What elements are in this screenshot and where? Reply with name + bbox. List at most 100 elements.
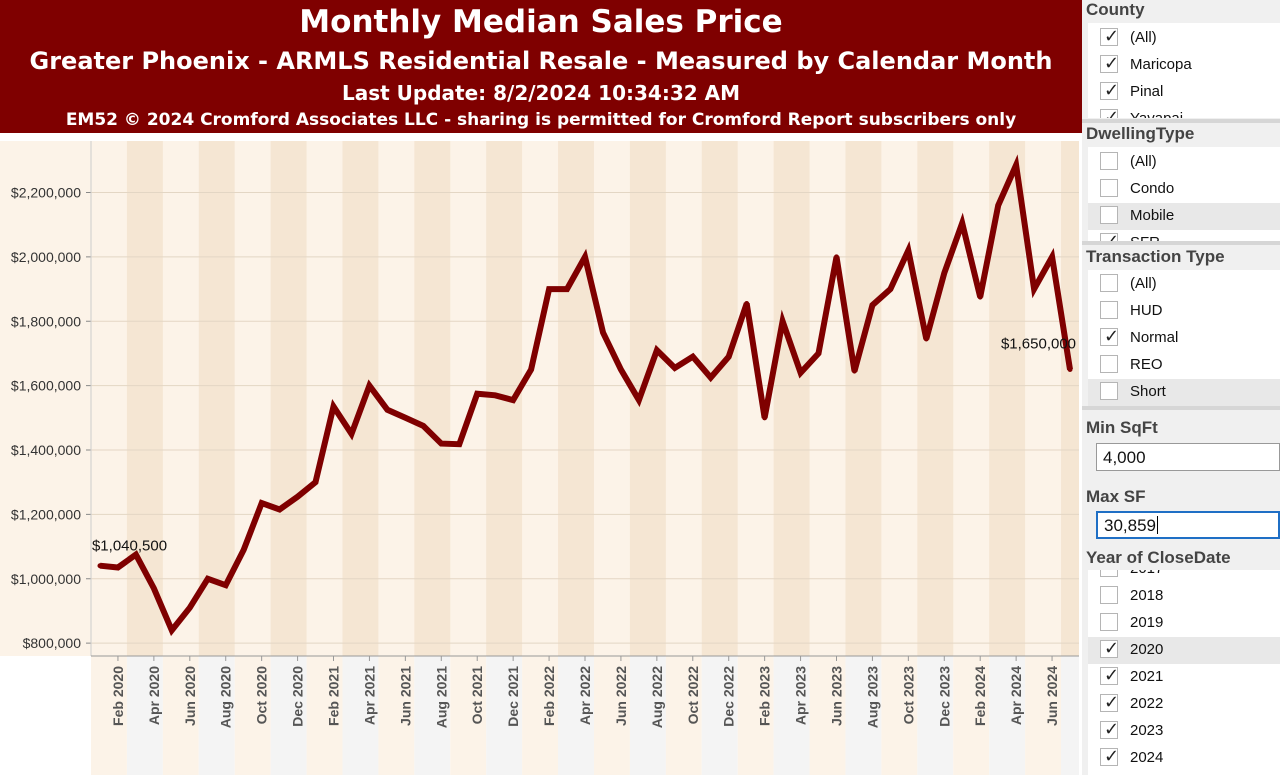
data-point	[726, 354, 732, 360]
axis-band	[845, 656, 882, 775]
max-sf-input[interactable]: 30,859	[1096, 511, 1280, 539]
option-label: 2023	[1130, 722, 1164, 739]
data-point	[438, 441, 444, 447]
checkbox[interactable]	[1100, 355, 1118, 373]
year-option[interactable]: ✓ 2021	[1088, 664, 1280, 691]
transaction-filter-title: Transaction Type	[1086, 247, 1225, 266]
last-update: Last Update: 8/2/2024 10:34:32 AM	[341, 81, 741, 105]
option-label: 2017	[1130, 570, 1163, 577]
dwelling-option[interactable]: ✓ SFR	[1088, 230, 1280, 241]
data-point	[636, 397, 642, 403]
axis-band	[450, 656, 487, 775]
checkbox[interactable]: ✓	[1100, 53, 1119, 73]
month-band	[701, 141, 738, 656]
month-band	[198, 141, 235, 656]
data-point	[1031, 286, 1037, 292]
year-option[interactable]: ✓ 2020	[1088, 637, 1280, 664]
data-point	[1013, 162, 1019, 168]
axis-band	[306, 656, 343, 775]
county-option[interactable]: ✓ Pinal	[1088, 79, 1280, 106]
checkbox[interactable]: ✓	[1100, 326, 1119, 346]
month-band	[270, 141, 307, 656]
y-tick-label: $2,200,000	[11, 185, 81, 201]
data-point	[366, 383, 372, 389]
min-sqft-input[interactable]: 4,000	[1096, 443, 1280, 471]
checkmark-icon: ✓	[1104, 107, 1120, 118]
transaction-option[interactable]: ✓ Normal	[1088, 325, 1280, 352]
dwelling-option[interactable]: Condo	[1088, 176, 1280, 203]
transaction-option[interactable]: (All)	[1088, 271, 1280, 298]
option-label: 2022	[1130, 695, 1164, 712]
x-tick-label: Jun 2021	[397, 666, 413, 726]
option-label: (All)	[1130, 29, 1157, 46]
checkbox[interactable]	[1100, 152, 1118, 170]
year-option[interactable]: ✓ 2022	[1088, 691, 1280, 718]
checkbox[interactable]	[1100, 570, 1118, 577]
county-filter-title: County	[1086, 0, 1145, 19]
data-point	[798, 370, 804, 376]
option-label: Condo	[1130, 180, 1175, 197]
data-point	[384, 407, 390, 413]
checkbox[interactable]: ✓	[1100, 80, 1119, 100]
data-point	[1067, 367, 1073, 373]
checkbox[interactable]	[1100, 206, 1118, 224]
data-point	[869, 302, 875, 308]
checkbox[interactable]: ✓	[1100, 231, 1119, 241]
year-option[interactable]: 2018	[1088, 583, 1280, 610]
dwelling-type-filter: (All) Condo Mobile ✓ SFR	[1088, 147, 1280, 241]
county-option[interactable]: ✓ Yavapai	[1088, 106, 1280, 118]
month-band	[845, 141, 882, 656]
checkbox[interactable]	[1100, 179, 1118, 197]
year-filter: 2017 2018 2019 ✓ 2020 ✓ 2021 ✓ 2022 ✓ 2023 ✓ 2024	[1088, 570, 1280, 775]
x-tick-label: Oct 2020	[254, 666, 270, 725]
checkbox[interactable]	[1100, 613, 1118, 631]
checkbox[interactable]: ✓	[1100, 665, 1119, 685]
checkbox[interactable]	[1100, 382, 1118, 400]
data-label: $1,040,500	[92, 538, 167, 555]
x-tick-label: Oct 2021	[469, 666, 485, 725]
month-band	[414, 141, 451, 656]
checkmark-icon: ✓	[1104, 719, 1120, 739]
checkbox[interactable]: ✓	[1100, 638, 1119, 658]
county-option[interactable]: ✓ Maricopa	[1088, 52, 1280, 79]
checkbox[interactable]: ✓	[1100, 107, 1120, 118]
axis-band	[881, 656, 918, 775]
dwelling-option[interactable]: Mobile	[1088, 203, 1280, 230]
county-option[interactable]: ✓ (All)	[1088, 25, 1280, 52]
x-tick-label: Feb 2021	[326, 666, 342, 726]
year-option[interactable]: 2017	[1088, 570, 1280, 583]
x-tick-label: Aug 2021	[433, 666, 449, 728]
year-option[interactable]: 2019	[1088, 610, 1280, 637]
dwelling-option[interactable]: (All)	[1088, 149, 1280, 176]
transaction-option[interactable]: HUD	[1088, 298, 1280, 325]
x-tick-label: Apr 2020	[146, 666, 162, 725]
data-point	[582, 254, 588, 260]
year-option[interactable]: ✓ 2024	[1088, 745, 1280, 772]
checkbox[interactable]: ✓	[1100, 26, 1119, 46]
x-tick-label: Aug 2023	[864, 666, 880, 728]
data-point	[977, 294, 983, 300]
option-label: SFR	[1130, 234, 1160, 241]
checkbox[interactable]	[1100, 301, 1118, 319]
transaction-option[interactable]: REO	[1088, 352, 1280, 379]
data-point	[744, 301, 750, 307]
checkbox[interactable]: ✓	[1100, 719, 1120, 739]
data-point	[995, 202, 1001, 208]
axis-band	[629, 656, 666, 775]
checkbox[interactable]: ✓	[1100, 746, 1119, 766]
copyright-notice: EM52 © 2024 Cromford Associates LLC - sh…	[65, 110, 1017, 130]
checkbox[interactable]	[1100, 586, 1118, 604]
divider	[1082, 241, 1280, 245]
year-option[interactable]: ✓ 2023	[1088, 718, 1280, 745]
checkbox[interactable]: ✓	[1100, 692, 1119, 712]
county-filter: ✓ (All) ✓ Maricopa ✓ Pinal ✓ Yavapai	[1088, 23, 1280, 118]
y-tick-label: $1,400,000	[11, 442, 81, 458]
chart-title: Monthly Median Sales Price	[299, 4, 783, 40]
option-label: 2018	[1130, 587, 1164, 604]
data-point	[887, 286, 893, 292]
transaction-option[interactable]: Short	[1088, 379, 1280, 406]
axis-band	[91, 656, 127, 775]
text-caret	[1157, 516, 1158, 534]
data-point	[564, 286, 570, 292]
checkbox[interactable]	[1100, 274, 1118, 292]
